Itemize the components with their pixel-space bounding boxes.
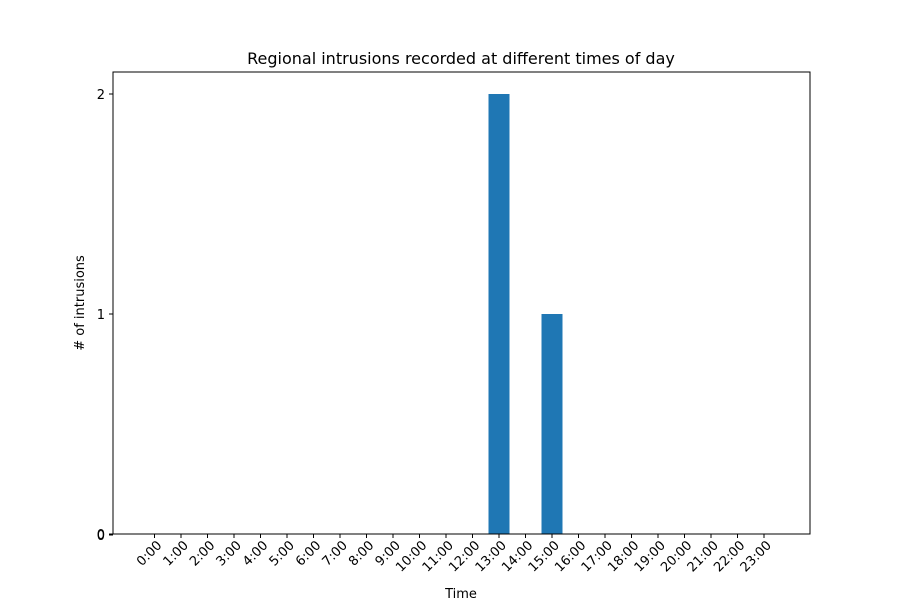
chart-title: Regional intrusions recorded at differen… (247, 49, 675, 68)
bar-13:00 (488, 94, 510, 534)
x-axis-label: Time (444, 587, 477, 600)
x-tick-label: 7:00 (320, 538, 351, 569)
x-tick-label: 1:00 (161, 538, 192, 569)
x-tick-label: 2:00 (187, 538, 218, 569)
bars-group (488, 94, 563, 534)
x-tick-label: 6:00 (293, 538, 324, 569)
plot-frame (112, 71, 811, 535)
bar-15:00 (541, 314, 563, 534)
x-tick-label: 4:00 (240, 538, 271, 569)
y-tick-label: 0 (97, 529, 105, 544)
x-tick-label: 0:00 (134, 538, 165, 569)
x-tick-label: 3:00 (214, 538, 245, 569)
y-axis-label: # of intrusions (73, 255, 88, 351)
x-ticks-group: 0:001:002:003:004:005:006:007:008:009:00… (134, 534, 775, 575)
y-tick-label: 0 (97, 528, 105, 543)
y-tick-label: 1 (97, 308, 105, 323)
x-tick-label: 8:00 (346, 538, 377, 569)
x-tick-label: 23:00 (738, 538, 775, 575)
x-tick-label: 5:00 (267, 538, 298, 569)
y-tick-label: 2 (97, 88, 105, 103)
